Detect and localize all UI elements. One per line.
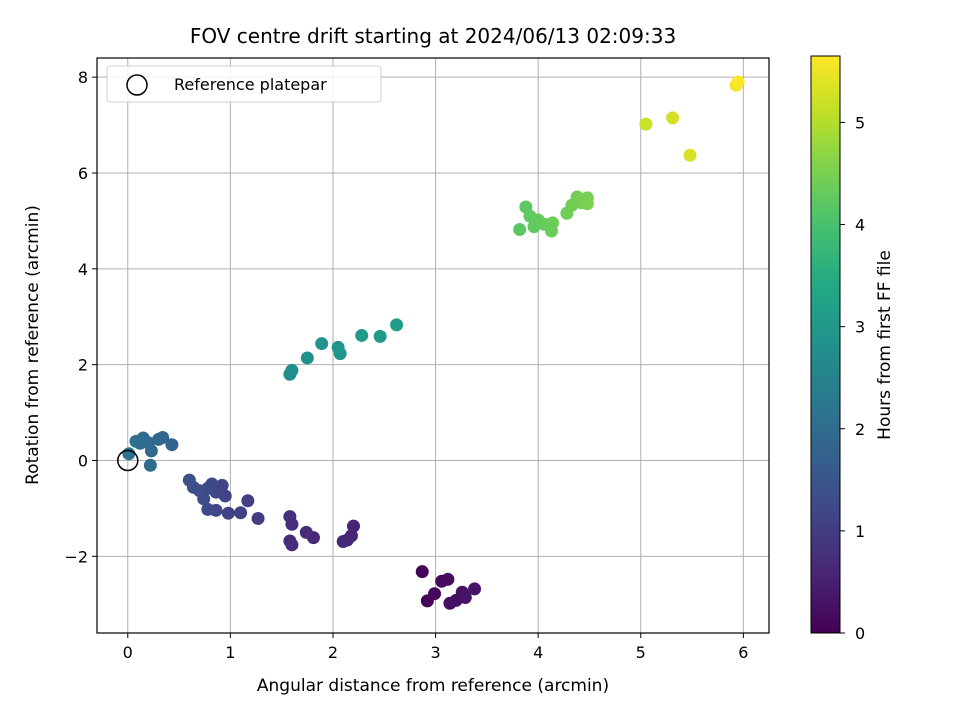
colorbar-tick-label: 3 <box>855 318 865 337</box>
legend-box <box>106 65 382 103</box>
x-tick-label: 2 <box>328 643 338 662</box>
data-point <box>415 565 429 579</box>
data-point <box>300 351 314 365</box>
y-tick-label: 6 <box>78 164 88 183</box>
data-point <box>731 75 745 89</box>
data-point <box>165 438 179 452</box>
x-tick-label: 4 <box>533 643 543 662</box>
colorbar-tick-label: 4 <box>855 216 865 235</box>
data-point <box>283 534 297 548</box>
data-point <box>129 434 143 448</box>
data-point <box>580 197 594 211</box>
colorbar: 0 1 2 3 4 5 Hours from first FF file <box>810 55 895 643</box>
y-tick-label: 4 <box>78 260 88 279</box>
data-point <box>468 582 482 596</box>
colorbar-label: Hours from first FF file <box>875 250 895 440</box>
data-point <box>513 223 527 237</box>
y-tick-label: 0 <box>78 452 88 471</box>
data-point <box>315 337 329 351</box>
colorbar-tick-label: 5 <box>855 113 865 132</box>
data-point <box>299 525 313 539</box>
colorbar-tick-label: 2 <box>855 420 865 439</box>
x-tick-label: 5 <box>636 643 646 662</box>
reference-platepar-marker <box>117 449 139 472</box>
data-point <box>122 447 136 461</box>
x-axis-ticks: 0 1 2 3 4 5 6 <box>123 633 748 662</box>
y-tick-label: 8 <box>78 68 88 87</box>
colorbar-tick-label: 1 <box>855 522 865 541</box>
data-point <box>441 572 455 586</box>
data-point <box>241 494 255 508</box>
data-point <box>683 148 697 162</box>
data-point <box>251 511 265 525</box>
x-tick-label: 0 <box>123 643 133 662</box>
x-tick-label: 6 <box>738 643 748 662</box>
legend: Reference platepar <box>106 65 382 103</box>
data-point <box>333 347 347 361</box>
x-tick-label: 1 <box>225 643 235 662</box>
colorbar-tick-label: 0 <box>855 624 865 643</box>
data-point <box>201 502 215 516</box>
data-point <box>458 591 472 605</box>
plot-frame <box>96 57 770 634</box>
legend-label: Reference platepar <box>174 75 327 94</box>
legend-marker-icon <box>126 74 148 96</box>
x-tick-label: 3 <box>430 643 440 662</box>
data-point <box>546 216 560 230</box>
reference-marker-layer <box>117 449 139 472</box>
data-point <box>336 534 350 548</box>
y-axis-ticks: −2 0 2 4 6 8 <box>64 68 97 566</box>
chart-title: FOV centre drift starting at 2024/06/13 … <box>190 24 676 48</box>
colorbar-gradient <box>810 55 841 634</box>
data-points <box>122 75 745 610</box>
data-point <box>373 329 387 343</box>
data-point <box>285 363 299 377</box>
data-point <box>152 432 166 446</box>
data-point <box>639 117 653 131</box>
y-tick-label: 2 <box>78 356 88 375</box>
x-axis-label: Angular distance from reference (arcmin) <box>257 676 609 696</box>
y-tick-label: −2 <box>64 547 88 566</box>
data-point <box>221 506 235 520</box>
y-axis-label: Rotation from reference (arcmin) <box>23 205 43 485</box>
data-point <box>234 506 248 520</box>
data-point <box>428 587 442 601</box>
data-point <box>283 510 297 524</box>
data-point <box>390 318 404 332</box>
data-point <box>355 328 369 342</box>
colorbar-ticks: 0 1 2 3 4 5 <box>840 113 865 643</box>
data-point <box>182 473 196 487</box>
data-point <box>143 458 157 472</box>
data-point <box>666 111 680 125</box>
